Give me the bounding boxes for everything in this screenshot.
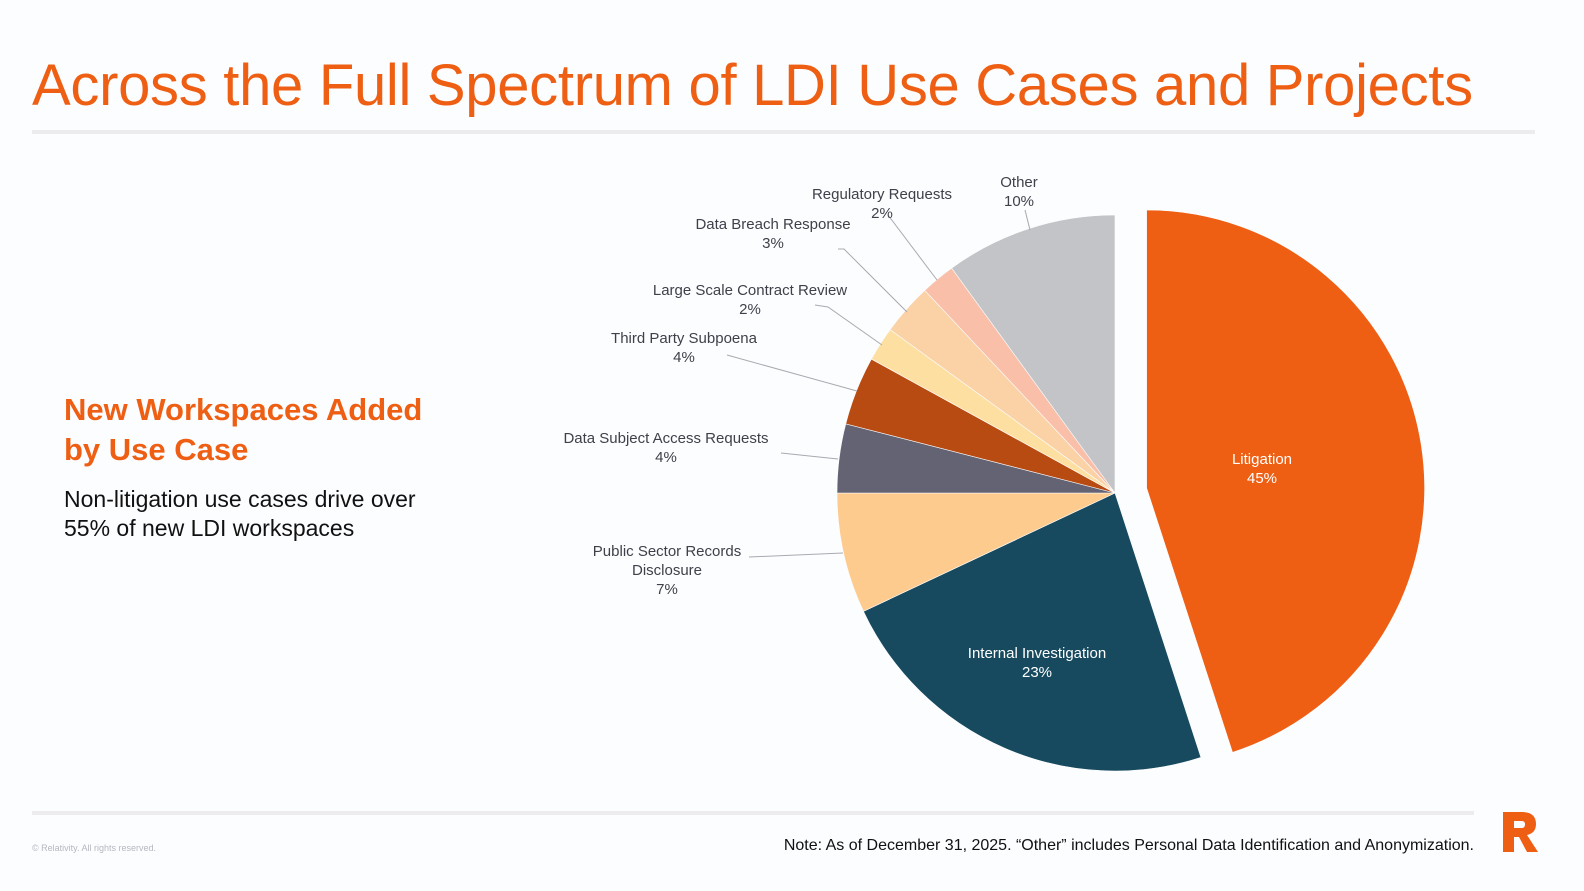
leader-line-large-scale-contract-review [814, 304, 883, 346]
subhead-line-2: by Use Case [64, 432, 249, 467]
leader-line-third-party-subpoena [726, 354, 858, 392]
data-label-internal-investigation: Internal Investigation 23% [968, 645, 1106, 681]
footnote: Note: As of December 31, 2025. “Other” i… [783, 837, 1474, 854]
pie-slice-public-sector-records-disclosure [836, 492, 1116, 612]
section-subhead: New Workspaces Added by Use Case [64, 390, 484, 470]
body-line-2: 55% of new LDI workspaces [64, 515, 355, 541]
pie-slice-other [951, 214, 1116, 494]
footer-divider [32, 811, 1474, 815]
data-label-litigation: Litigation 45% [1232, 451, 1292, 487]
leader-line-regulatory-requests [887, 214, 938, 281]
data-label-data-subject-access-requests: Data Subject Access Requests 4% [563, 430, 768, 466]
leader-line-data-breach-response [838, 248, 908, 313]
copyright: © Relativity. All rights reserved. [32, 843, 157, 853]
pie-slice-litigation [1146, 209, 1425, 753]
data-label-third-party-subpoena: Third Party Subpoena 4% [611, 330, 758, 366]
leader-line-other [1024, 209, 1031, 231]
leader-line-public-sector-records-disclosure [748, 552, 844, 558]
data-label-regulatory-requests: Regulatory Requests 2% [812, 186, 952, 222]
page-title: Across the Full Spectrum of LDI Use Case… [32, 53, 1473, 118]
section-body: Non-litigation use cases drive over 55% … [64, 485, 484, 543]
subhead-line-1: New Workspaces Added [64, 392, 423, 427]
relativity-logo [1503, 812, 1538, 852]
data-label-data-breach-response: Data Breach Response 3% [695, 216, 850, 252]
body-line-1: Non-litigation use cases drive over [64, 486, 416, 512]
leader-line-data-subject-access-requests [780, 452, 839, 460]
data-label-public-sector-records-disclosure: Public Sector Records Disclosure 7% [593, 543, 741, 598]
pie-slice-internal-investigation [863, 492, 1202, 772]
data-label-large-scale-contract-review: Large Scale Contract Review 2% [653, 282, 847, 318]
data-label-other: Other 10% [1000, 174, 1038, 210]
title-divider [32, 130, 1535, 134]
